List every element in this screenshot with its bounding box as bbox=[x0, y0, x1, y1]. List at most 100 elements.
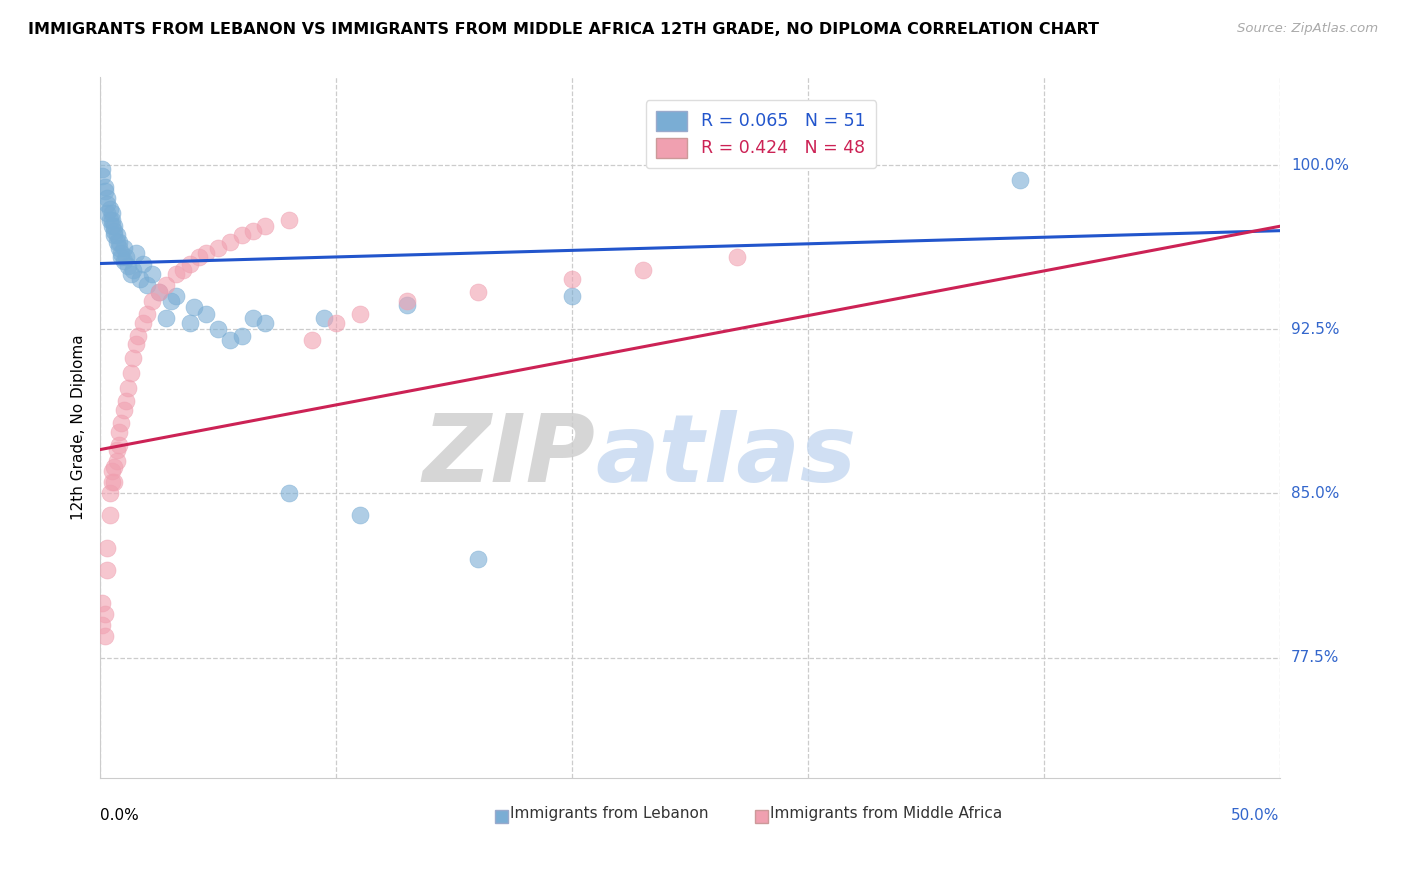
Point bbox=[96, 563, 118, 577]
Point bbox=[96, 541, 118, 555]
Point bbox=[395, 298, 418, 312]
Point bbox=[94, 607, 117, 621]
Point bbox=[165, 268, 187, 282]
Point bbox=[112, 241, 135, 255]
Point bbox=[129, 272, 152, 286]
Point bbox=[561, 289, 583, 303]
Point bbox=[112, 403, 135, 417]
Point bbox=[467, 552, 489, 566]
Point bbox=[141, 268, 163, 282]
Point bbox=[301, 333, 323, 347]
Point bbox=[108, 438, 131, 452]
Point bbox=[195, 245, 218, 260]
Point bbox=[101, 475, 124, 490]
Point bbox=[179, 316, 201, 330]
Point bbox=[219, 235, 242, 249]
Point bbox=[105, 442, 128, 457]
Point bbox=[124, 337, 146, 351]
Point bbox=[101, 212, 124, 227]
Point bbox=[120, 366, 142, 380]
Point bbox=[254, 219, 277, 234]
Legend: R = 0.065   N = 51, R = 0.424   N = 48: R = 0.065 N = 51, R = 0.424 N = 48 bbox=[645, 100, 876, 168]
Point bbox=[108, 235, 131, 249]
Point bbox=[103, 219, 125, 234]
Point bbox=[467, 285, 489, 299]
Point bbox=[349, 508, 371, 523]
Point bbox=[103, 460, 125, 475]
Point bbox=[98, 212, 121, 227]
Bar bbox=[755, 810, 768, 822]
Point bbox=[122, 351, 145, 365]
Point bbox=[91, 617, 114, 632]
Text: 92.5%: 92.5% bbox=[1291, 322, 1340, 336]
Point bbox=[98, 508, 121, 523]
Text: 0.0%: 0.0% bbox=[100, 808, 139, 823]
Point bbox=[117, 381, 139, 395]
Point bbox=[101, 219, 124, 234]
Point bbox=[219, 333, 242, 347]
Text: atlas: atlas bbox=[596, 409, 856, 501]
Text: ZIP: ZIP bbox=[423, 409, 596, 501]
Point bbox=[120, 268, 142, 282]
Point bbox=[136, 307, 159, 321]
Point bbox=[101, 206, 124, 220]
Point bbox=[108, 425, 131, 439]
Y-axis label: 12th Grade, No Diploma: 12th Grade, No Diploma bbox=[72, 334, 86, 521]
Point bbox=[103, 224, 125, 238]
Point bbox=[183, 300, 205, 314]
Point bbox=[172, 263, 194, 277]
Point bbox=[122, 263, 145, 277]
Point bbox=[242, 224, 264, 238]
Point bbox=[561, 272, 583, 286]
Point bbox=[131, 316, 153, 330]
Point bbox=[124, 245, 146, 260]
Point bbox=[231, 328, 253, 343]
Point bbox=[105, 235, 128, 249]
Point bbox=[108, 241, 131, 255]
Point bbox=[725, 250, 748, 264]
Point bbox=[96, 191, 118, 205]
Point bbox=[631, 263, 654, 277]
Point bbox=[91, 162, 114, 177]
Point bbox=[94, 180, 117, 194]
Point bbox=[105, 453, 128, 467]
Text: 77.5%: 77.5% bbox=[1291, 650, 1339, 665]
Point bbox=[105, 228, 128, 243]
Point bbox=[98, 486, 121, 500]
Point bbox=[101, 465, 124, 479]
Point bbox=[231, 228, 253, 243]
Point bbox=[314, 311, 336, 326]
Point bbox=[131, 256, 153, 270]
Point bbox=[1010, 173, 1032, 187]
Point bbox=[110, 250, 132, 264]
Point bbox=[136, 278, 159, 293]
Text: Immigrants from Lebanon: Immigrants from Lebanon bbox=[510, 805, 709, 821]
Point bbox=[91, 596, 114, 610]
Point bbox=[98, 202, 121, 216]
Point bbox=[94, 629, 117, 643]
Point bbox=[148, 285, 170, 299]
Point bbox=[165, 289, 187, 303]
Text: 100.0%: 100.0% bbox=[1291, 158, 1348, 172]
Point bbox=[160, 293, 183, 308]
Point bbox=[96, 197, 118, 211]
Point bbox=[179, 256, 201, 270]
Text: 50.0%: 50.0% bbox=[1232, 808, 1279, 823]
Point bbox=[277, 212, 299, 227]
Point bbox=[277, 486, 299, 500]
Point bbox=[325, 316, 347, 330]
Point bbox=[148, 285, 170, 299]
Point bbox=[254, 316, 277, 330]
Point bbox=[103, 228, 125, 243]
Point bbox=[127, 328, 149, 343]
Point bbox=[155, 311, 177, 326]
Point bbox=[207, 241, 229, 255]
Point bbox=[395, 293, 418, 308]
Point bbox=[349, 307, 371, 321]
Point bbox=[242, 311, 264, 326]
Point bbox=[110, 417, 132, 431]
Text: Immigrants from Middle Africa: Immigrants from Middle Africa bbox=[769, 805, 1002, 821]
Point bbox=[141, 293, 163, 308]
Point bbox=[188, 250, 211, 264]
Point bbox=[207, 322, 229, 336]
